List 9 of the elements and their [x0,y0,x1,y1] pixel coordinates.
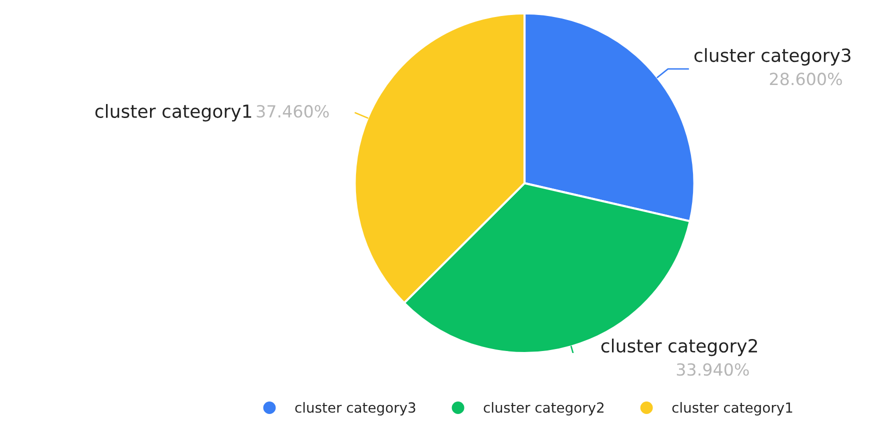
slice-label: cluster category1 [95,104,252,122]
legend-label: cluster category2 [484,402,604,416]
data-label: 37.460% [256,105,329,118]
data-label: 28.600% [770,72,842,86]
data-label: 33.940% [676,363,749,376]
slice-label: cluster category3 [694,48,850,66]
legend-label: cluster category1 [672,402,792,416]
slice-label: cluster category2 [601,338,757,356]
legend-label: cluster category3 [295,402,416,416]
